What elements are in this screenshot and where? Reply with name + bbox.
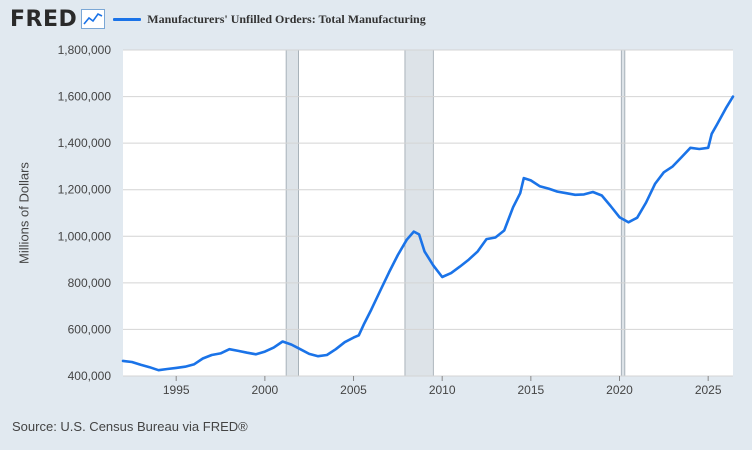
- recession-band: [404, 49, 434, 377]
- y-tick-label: 1,200,000: [58, 183, 112, 197]
- y-tick-label: 400,000: [68, 369, 112, 383]
- y-tick-label: 800,000: [68, 276, 112, 290]
- y-tick-label: 1,800,000: [58, 43, 112, 57]
- y-tick-label: 600,000: [68, 322, 112, 336]
- recession-band: [285, 49, 299, 377]
- fred-logo[interactable]: FRED: [10, 6, 78, 32]
- source-note: Source: U.S. Census Bureau via FRED®: [12, 419, 248, 434]
- legend-swatch: [113, 17, 142, 21]
- x-tick-label: 2000: [252, 383, 279, 397]
- trend-line-icon: [81, 9, 106, 29]
- y-tick-label: 1,000,000: [58, 229, 112, 243]
- series-line[interactable]: [121, 95, 735, 372]
- x-tick-label: 2010: [429, 383, 456, 397]
- chart-header: FRED Manufacturers' Unfilled Orders: Tot…: [10, 6, 426, 32]
- y-tick-label: 1,600,000: [58, 90, 112, 104]
- x-tick-label: 2020: [606, 383, 633, 397]
- chart-legend: Manufacturers' Unfilled Orders: Total Ma…: [113, 11, 426, 27]
- x-tick-label: 2025: [695, 383, 722, 397]
- y-tick-label: 1,400,000: [58, 136, 112, 150]
- legend-series-label[interactable]: Manufacturers' Unfilled Orders: Total Ma…: [147, 11, 426, 26]
- x-tick-label: 2015: [517, 383, 544, 397]
- x-tick-label: 1995: [163, 383, 190, 397]
- recession-band: [620, 49, 626, 377]
- x-tick-label: 2005: [340, 383, 367, 397]
